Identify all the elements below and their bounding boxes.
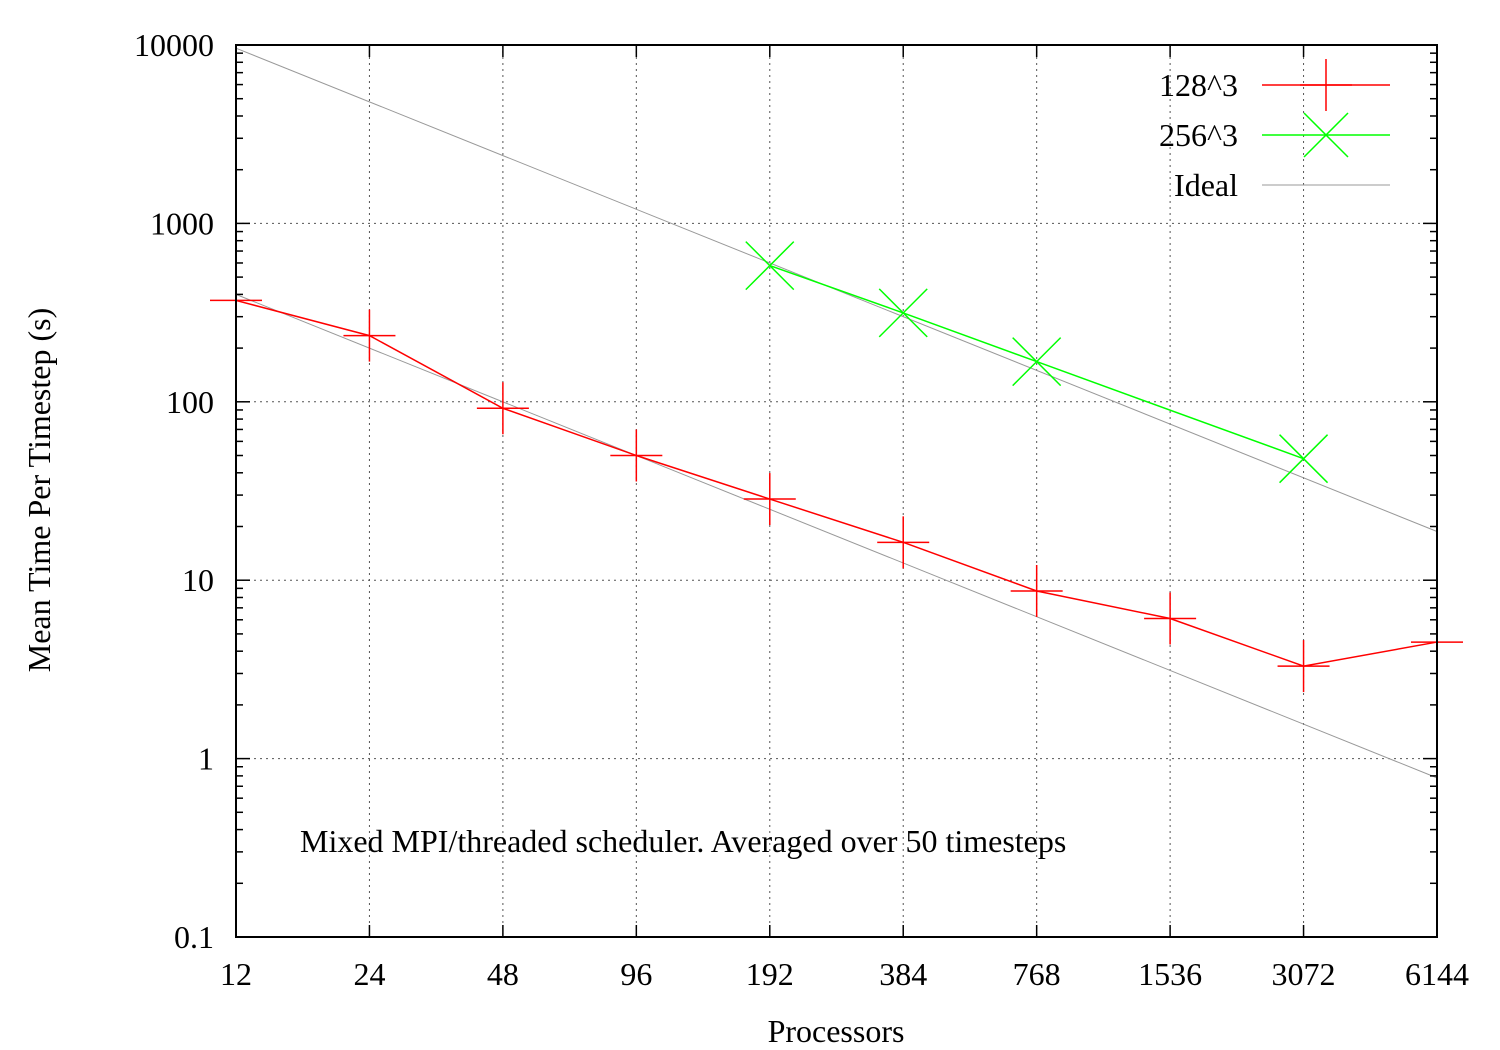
ideal-line <box>235 293 1438 779</box>
x-tick-label: 192 <box>746 956 794 992</box>
marker-d2 <box>745 241 795 291</box>
series-128-3 <box>210 274 1463 693</box>
y-tick-label: 1 <box>198 741 214 777</box>
chart-annotation: Mixed MPI/threaded scheduler. Averaged o… <box>300 823 1066 859</box>
x-tick-label: 12 <box>220 956 252 992</box>
y-tick-label: 100 <box>166 384 214 420</box>
x-tick-label: 96 <box>620 956 652 992</box>
ideal-series <box>235 47 1438 779</box>
data-point <box>476 382 529 435</box>
y-tick-label: 0.1 <box>174 919 214 955</box>
x-tick-label: 768 <box>1013 956 1061 992</box>
legend-item: 128^3 <box>1159 59 1390 111</box>
data-point <box>1300 59 1352 111</box>
x-tick-label: 48 <box>487 956 519 992</box>
data-point <box>343 309 396 362</box>
data-point <box>877 516 930 569</box>
legend-item: Ideal <box>1174 167 1390 203</box>
legend: 128^3 256^3 Ideal <box>1159 59 1390 203</box>
legend-label: 128^3 <box>1159 67 1238 103</box>
legend-item: 256^3 <box>1159 112 1390 158</box>
y-tick-label: 10 <box>182 562 214 598</box>
series-line <box>235 299 1438 667</box>
tick-marks <box>235 44 1438 938</box>
x-axis-label: Processors <box>768 1013 905 1049</box>
series-line <box>769 264 1304 460</box>
y-tick-label: 10000 <box>134 27 214 63</box>
x-tick-label: 1536 <box>1138 956 1202 992</box>
y-tick-label: 1000 <box>150 205 214 241</box>
marker-d2 <box>1303 112 1349 158</box>
legend-label: 256^3 <box>1159 117 1238 153</box>
marker-d2 <box>878 288 928 338</box>
data-point <box>1277 640 1330 693</box>
data-point <box>610 429 663 482</box>
data-point <box>878 288 928 338</box>
data-point <box>1012 337 1062 387</box>
x-tick-label: 24 <box>353 956 385 992</box>
legend-label: Ideal <box>1174 167 1238 203</box>
data-point <box>1303 112 1349 158</box>
marker-d2 <box>1279 434 1329 484</box>
data-point <box>743 473 796 526</box>
y-tick-labels: 10000 1000 100 10 1 0.1 <box>134 27 214 955</box>
x-tick-label: 384 <box>879 956 927 992</box>
y-axis-label: Mean Time Per Timestep (s) <box>21 308 57 672</box>
grid-layer <box>236 45 1437 937</box>
data-point <box>1010 564 1063 617</box>
marker-d2 <box>1012 337 1062 387</box>
series-256-3 <box>745 241 1329 484</box>
data-point <box>745 241 795 291</box>
x-tick-label: 3072 <box>1272 956 1336 992</box>
x-tick-label: 6144 <box>1405 956 1469 992</box>
data-point <box>1144 592 1197 645</box>
data-series <box>210 241 1463 693</box>
data-point <box>1279 434 1329 484</box>
plot-border <box>235 44 1438 938</box>
x-tick-labels: 12 24 48 96 192 384 768 1536 3072 6144 <box>220 956 1469 992</box>
